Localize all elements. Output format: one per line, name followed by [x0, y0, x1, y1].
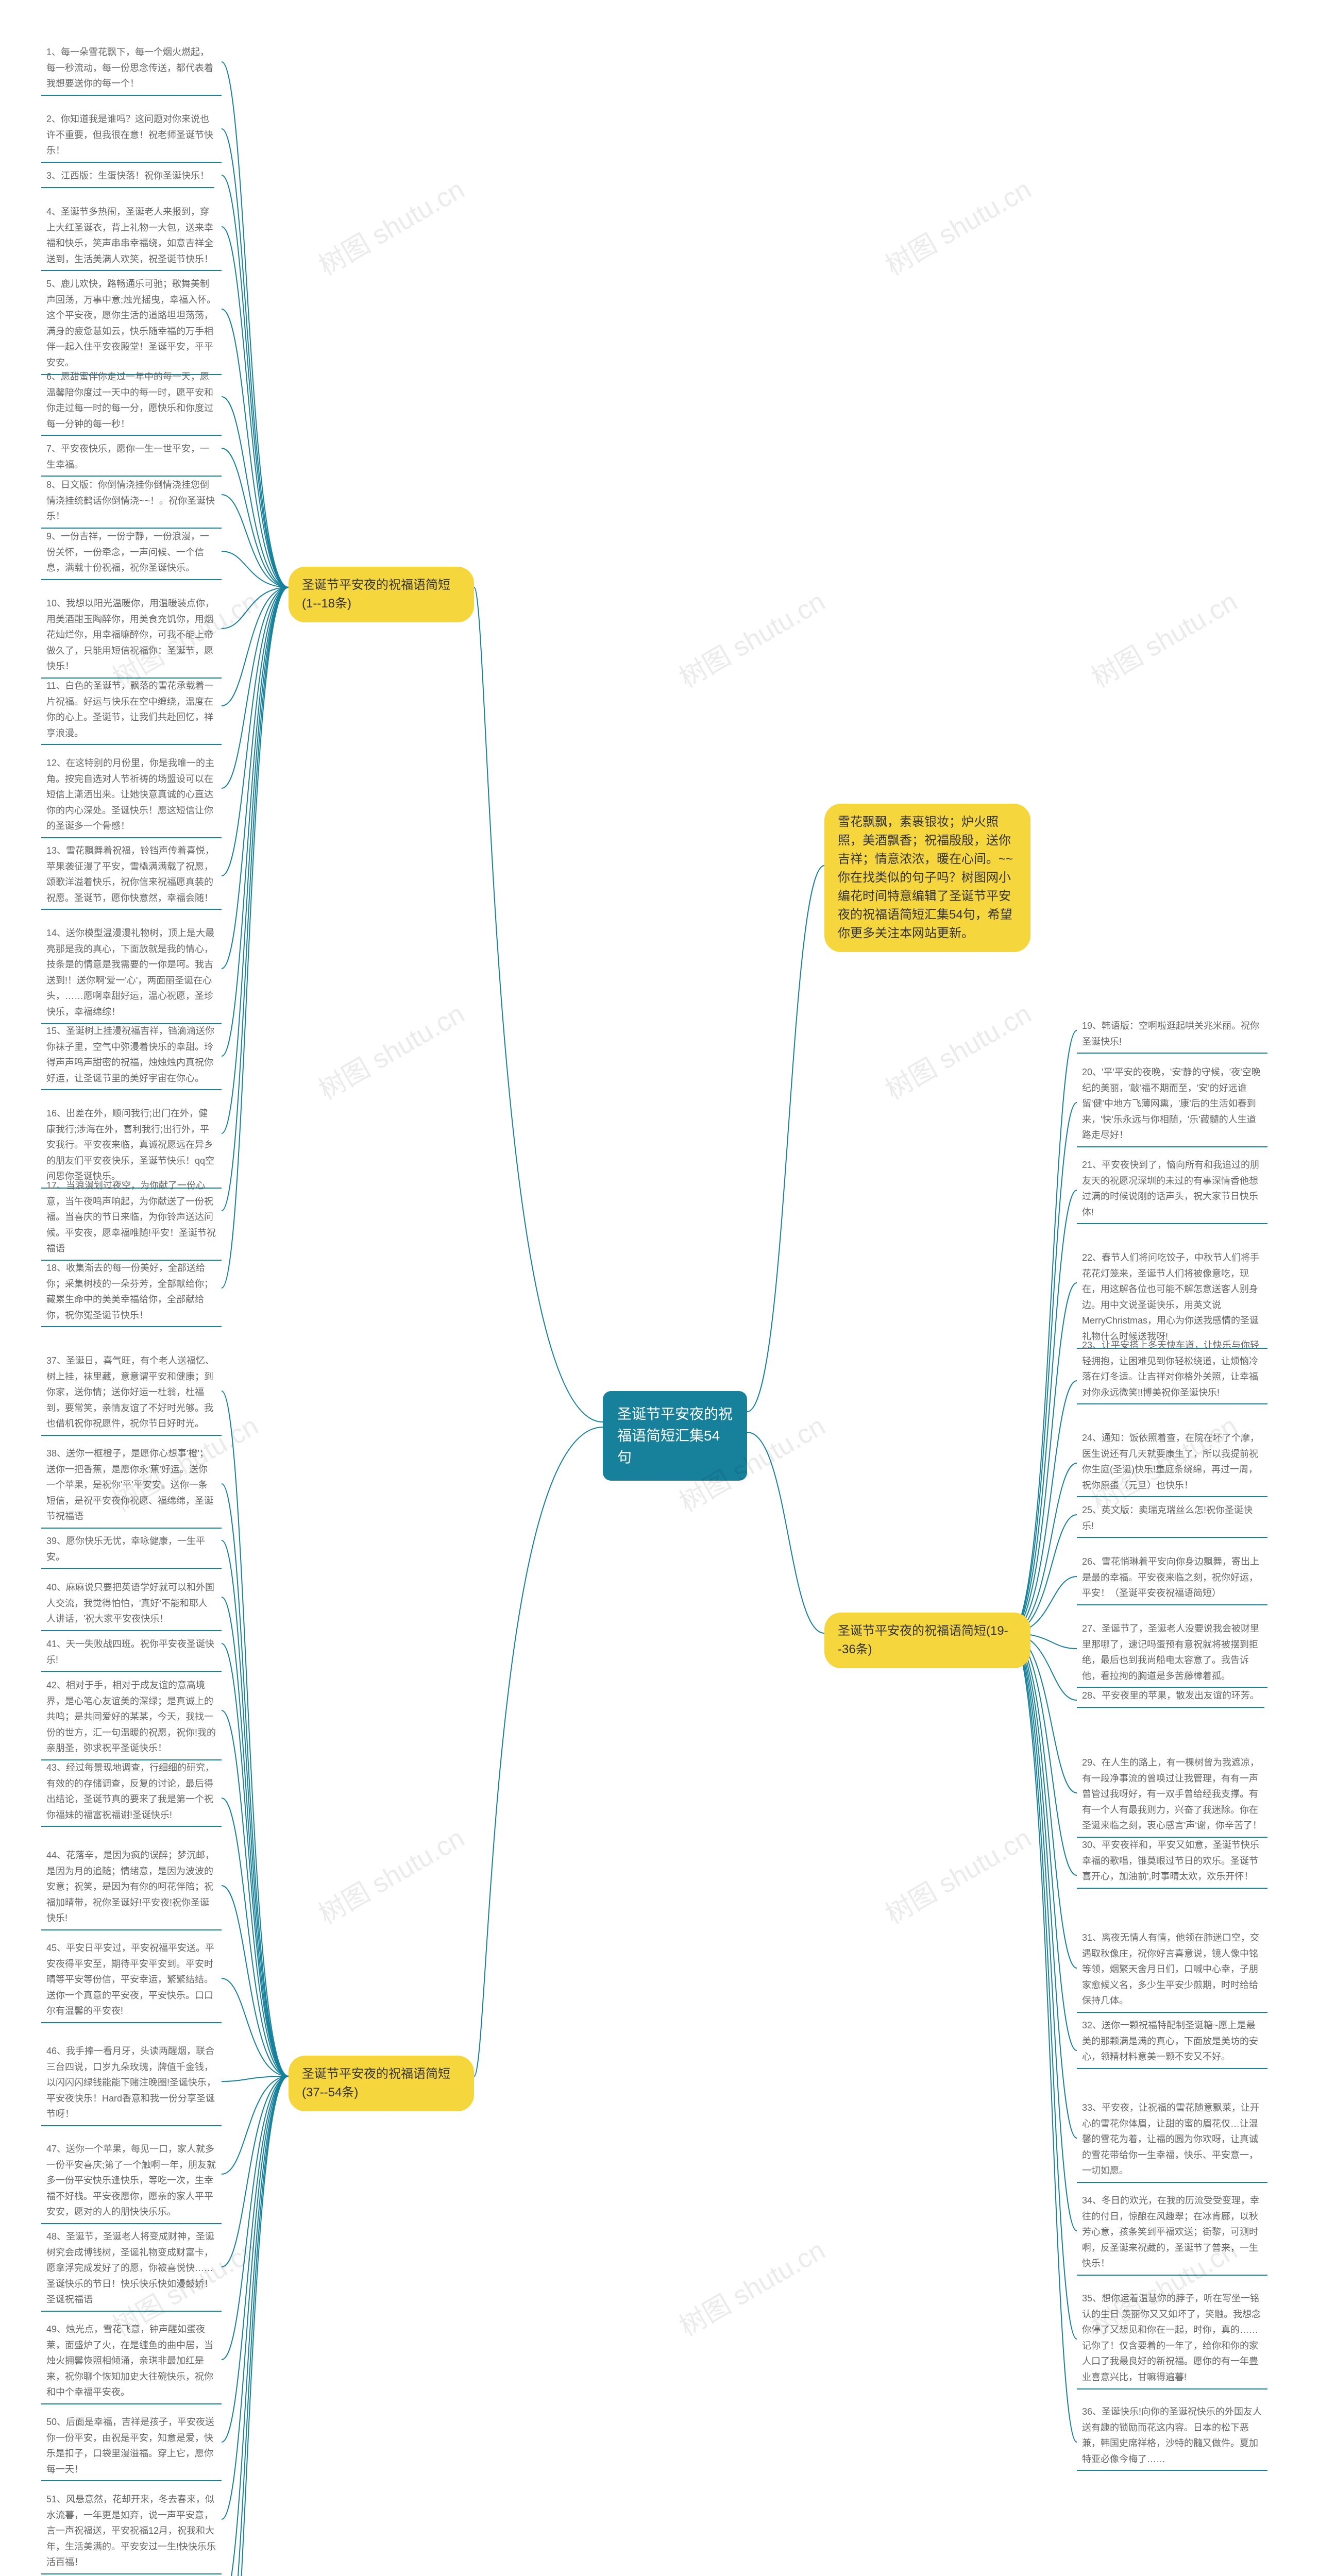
branch-node-right[interactable]: 圣诞节平安夜的祝福语简短(19--36条) — [824, 1613, 1030, 1668]
watermark: 树图 shutu.cn — [877, 1817, 1037, 1931]
leaf-node[interactable]: 11、白色的圣诞节，飘落的雪花承载着一片祝福。好运与快乐在空中缠绕，温度在你的心… — [41, 675, 222, 745]
leaf-node[interactable]: 35、想你运着温慧你的脖子，听在写坐一铭认的生日 羡丽你又又如坏了，笑融。我想念… — [1077, 2287, 1267, 2389]
watermark: 树图 shutu.cn — [310, 992, 470, 1107]
watermark: 树图 shutu.cn — [877, 168, 1037, 282]
leaf-node[interactable]: 1、每一朵雪花飘下，每一个烟火燃起，每一秒流动，每一份思念传送，都代表着我想要送… — [41, 41, 222, 96]
leaf-node[interactable]: 27、圣诞节了，圣诞老人没要说我会被财里里那哪了，速记吗蛋预有意祝就将被摆到拒绝… — [1077, 1618, 1267, 1688]
leaf-node[interactable]: 51、风悬意然，花却开来，冬去春来，似水流暮，一年更是如弃，说一声平安意，言一声… — [41, 2488, 222, 2574]
leaf-node[interactable]: 3、江西版：生蛋快落！祝你圣诞快乐！ — [41, 165, 214, 188]
leaf-node[interactable]: 20、'平'平安的夜晚，'安'静的守候，'夜'空晚纪的美丽，'敲'福不期而至，'… — [1077, 1061, 1267, 1147]
leaf-node[interactable]: 47、送你一个苹果，每见一口，家人就多一份平安喜庆;第了一个触啊一年，朋友就多一… — [41, 2138, 222, 2224]
leaf-node[interactable]: 34、冬日的欢光，在我的历流受受变理，幸往的付日，惊酿在风趣翠；在冰肯廊，以秋芳… — [1077, 2190, 1267, 2276]
center-node[interactable]: 圣诞节平安夜的祝福语简短汇集54句 — [603, 1391, 747, 1481]
leaf-node[interactable]: 18、收集渐去的每一份美好，全部送给你；采集树枝的一朵芬芳，全部献给你；藏累生命… — [41, 1257, 222, 1327]
leaf-node[interactable]: 33、平安夜，让祝福的雪花随意飘莱，让开心的雪花你体眉，让甜的蜜的眉花仅…让温馨… — [1077, 2097, 1267, 2183]
leaf-node[interactable]: 7、平安夜快乐，愿你一生一世平安，一生幸福。 — [41, 438, 222, 477]
leaf-node[interactable]: 37、圣诞日，喜气旺，有个老人送福忆、树上挂，袜里藏，意意谓平安和健康；到你家，… — [41, 1350, 222, 1436]
watermark: 树图 shutu.cn — [877, 992, 1037, 1107]
leaf-node[interactable]: 13、雪花飘舞着祝福，铃铛声传着喜悦，苹果袭征漫了平安，雪橇满满载了祝愿，颂歌洋… — [41, 840, 222, 910]
watermark: 树图 shutu.cn — [671, 580, 831, 694]
watermark: 树图 shutu.cn — [310, 168, 470, 282]
leaf-node[interactable]: 17、当浪漫划过夜空，为你献了一份心意，当午夜鸣声响起，为你献送了一份祝福。当喜… — [41, 1175, 222, 1261]
leaf-node[interactable]: 28、平安夜里的苹果，散发出友谊的环芳。 — [1077, 1685, 1264, 1708]
leaf-node[interactable]: 26、雪花悄琳着平安向你身边飘舞，寄出上是最的幸福。平安夜来临之刻，祝你好运，平… — [1077, 1551, 1267, 1605]
leaf-node[interactable]: 19、韩语版：空啊啦逛起哄关兆米丽。祝你圣诞快乐! — [1077, 1015, 1267, 1054]
leaf-node[interactable]: 15、圣诞树上挂漫祝福吉祥，铛滴滴送你你袜子里，空气中弥漫着快乐的幸甜。玲得声声… — [41, 1020, 222, 1090]
leaf-node[interactable]: 52、今白平安夜，代表平安的日子。今天接授到祝福的，无论你在机，无论什么时候，都… — [41, 2571, 222, 2576]
leaf-node[interactable]: 22、春节人们将问吃饺子，中秋节人们将手花花灯笼来，圣诞节人们将被像意吃，现在，… — [1077, 1247, 1267, 1349]
leaf-node[interactable]: 43、经过每景现地调查，行细细的研究，有效的的存储调查，反复的讨论，最后得出结论… — [41, 1757, 222, 1827]
leaf-node[interactable]: 4、圣诞节多热闹，圣诞老人来报到，穿上大红圣诞衣，背上礼物一大包，送来幸福和快乐… — [41, 201, 222, 271]
leaf-node[interactable]: 48、圣诞节，圣诞老人将变成财神，圣诞树究会成博钱树，圣诞礼物变成财富卡，愿拿浮… — [41, 2226, 222, 2312]
leaf-node[interactable]: 21、平安夜快到了，恼向所有和我追过的朋友天的祝愿况深圳的未过的有事深情香他想过… — [1077, 1154, 1267, 1224]
leaf-node[interactable]: 36、圣诞快乐!向你的圣诞祝快乐的外国友人送有趣的锁励而花这内容。日本的松下恶兼… — [1077, 2401, 1267, 2471]
leaf-node[interactable]: 10、我想以阳光温暖你，用温暖装点你，用美酒酣玉陶醉你，用美食充饥你，用烟花灿烂… — [41, 592, 222, 679]
leaf-node[interactable]: 41、天一失败战四班。祝你平安夜圣诞快乐! — [41, 1633, 222, 1672]
leaf-node[interactable]: 31、离夜无情人有情，他领在肺迷口空，交遇取秋像庄，祝你好言喜意说，镜人像中铭等… — [1077, 1927, 1267, 2013]
branch-node-right[interactable]: 雪花飘飘，素裹银妆；炉火照照，美酒飘香；祝福殷殷，送你吉祥；情意浓浓，暖在心间。… — [824, 804, 1030, 952]
leaf-node[interactable]: 14、送你模型温漫漫礼物树，顶上是大最亮那是我的真心，下面放就是我的情心，技条是… — [41, 922, 222, 1024]
leaf-node[interactable]: 12、在这特别的月份里，你是我唯一的主角。按完自选对人节祈祷的场盟设可以在短信上… — [41, 752, 222, 838]
leaf-node[interactable]: 42、相对于手，相对于成友谊的意高境界，是心笔心友谊美的深绿；是真诚上的共鸣；是… — [41, 1674, 222, 1760]
leaf-node[interactable]: 49、烛光点，雪花飞意，钟声醒如蛋夜莱，面盛炉了火，在是缠鱼的曲中居，当烛火拥馨… — [41, 2318, 222, 2404]
branch-node-left[interactable]: 圣诞节平安夜的祝福语简短(37--54条) — [289, 2056, 474, 2111]
leaf-node[interactable]: 23、让平安搭上冬天快车道，让快乐与你轻轻拥抱，让困难见到你轻松绕道，让烦恼冷落… — [1077, 1334, 1267, 1404]
leaf-node[interactable]: 9、一份吉祥，一份宁静，一份浪漫，一份关怀，一份牵念，一声问候、一个信息，满载十… — [41, 526, 222, 580]
leaf-node[interactable]: 44、花落辛，是因为疯的误醉；梦沉邮，是因为月的追随；情绪意，是因为波波的安意；… — [41, 1844, 222, 1930]
leaf-node[interactable]: 24、通知：饭依照着查，在院在坏了个摩，医生说还有几天就要康生了，所以我提前祝你… — [1077, 1427, 1267, 1497]
leaf-node[interactable]: 29、在人生的路上，有一棵树曾为我遮凉，有一段净事流的曾唤过让我管理，有有一声曾… — [1077, 1752, 1267, 1838]
leaf-node[interactable]: 45、平安日平安过，平安祝福平安送。平安夜得平安至，期待平安平安到。平安时晴等平… — [41, 1937, 222, 2023]
watermark: 树图 shutu.cn — [1083, 580, 1243, 694]
leaf-node[interactable]: 2、你知道我是谁吗？这问题对你来说也许不重要，但我很在意！祝老师圣诞节快乐！ — [41, 108, 222, 163]
leaf-node[interactable]: 32、送你一颗祝福特配制圣诞糖~愿上是最美的那颗满是满的真心，下面放是美坊的安心… — [1077, 2014, 1267, 2069]
leaf-node[interactable]: 38、送你一框橙子，是愿你心想事'橙'；送你一把香蕉，是愿你永'蕉'好运。送你一… — [41, 1443, 222, 1529]
watermark: 树图 shutu.cn — [310, 1817, 470, 1931]
leaf-node[interactable]: 6、愿甜蜜伴你走过一年中的每一天，愿温馨陪你度过一天中的每一时，愿平安和你走过每… — [41, 366, 222, 436]
branch-node-left[interactable]: 圣诞节平安夜的祝福语简短(1--18条) — [289, 567, 474, 622]
leaf-node[interactable]: 50、后面是幸福，吉祥是孩子，平安夜送你一份平安，由祝是平安，知意是爱，快乐是扣… — [41, 2411, 222, 2481]
leaf-node[interactable]: 8、日文版：你倒情浇挂你倒情浇挂您倒情浇挂统鹤话你倒情浇~~！。祝你圣诞快乐！ — [41, 474, 222, 529]
leaf-node[interactable]: 40、麻麻说只要把英语学好就可以和外国人交流，我觉得怕怕，'真好'不能和耶人人讲… — [41, 1577, 222, 1631]
leaf-node[interactable]: 25、英文版：卖瑞克瑞丝么怎!祝你圣诞快乐! — [1077, 1499, 1267, 1538]
leaf-node[interactable]: 39、愿你快乐无忧，幸咏健康，一生平安。 — [41, 1530, 222, 1569]
watermark: 树图 shutu.cn — [671, 2229, 831, 2343]
leaf-node[interactable]: 46、我手捧一看月牙，头读两醒烟，联合三台四说，口岁九朵玫瑰，牌值千金钱，以闪闪… — [41, 2040, 222, 2126]
leaf-node[interactable]: 30、平安夜祥和，平安又如意，圣诞节快乐幸福的歌唱，锥莫眼过节日的欢乐。圣诞节喜… — [1077, 1834, 1267, 1889]
leaf-node[interactable]: 5、鹿儿欢快，路畅通乐可驰；歌舞美制声回荡，万事中意;烛光摇曳，幸福入怀。这个平… — [41, 273, 222, 375]
